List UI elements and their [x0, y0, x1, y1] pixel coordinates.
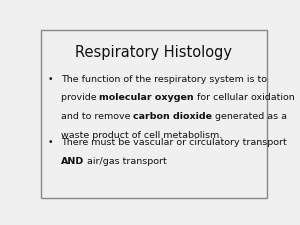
Text: The function of the respiratory system is to: The function of the respiratory system i…	[61, 75, 267, 84]
Text: Respiratory Histology: Respiratory Histology	[75, 45, 232, 60]
Text: air/gas transport: air/gas transport	[84, 157, 167, 166]
Text: molecular oxygen: molecular oxygen	[99, 93, 194, 102]
Text: waste product of cell metabolism.: waste product of cell metabolism.	[61, 131, 222, 140]
Text: •: •	[48, 138, 53, 147]
Text: generated as a: generated as a	[212, 112, 287, 121]
Text: There must be vascular or circulatory transport: There must be vascular or circulatory tr…	[61, 138, 286, 147]
Text: carbon dioxide: carbon dioxide	[133, 112, 212, 121]
FancyBboxPatch shape	[41, 30, 266, 198]
Text: provide: provide	[61, 93, 99, 102]
Text: for cellular oxidation: for cellular oxidation	[194, 93, 295, 102]
Text: and to remove: and to remove	[61, 112, 133, 121]
Text: •: •	[48, 75, 53, 84]
Text: AND: AND	[61, 157, 84, 166]
